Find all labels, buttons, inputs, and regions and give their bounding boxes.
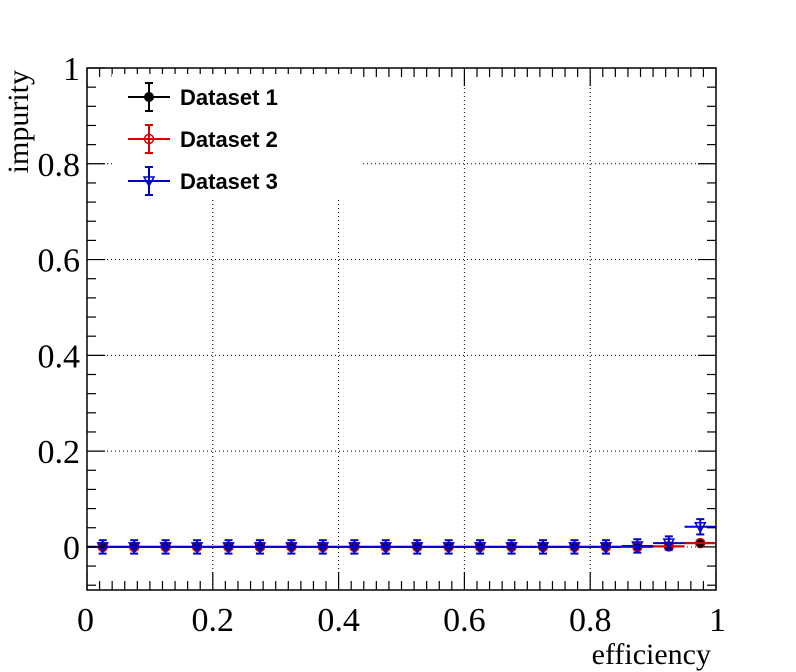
y-tick-label: 0.6 xyxy=(38,243,81,280)
y-axis-title: impurity xyxy=(2,70,35,173)
legend-entry: Dataset 2 xyxy=(128,124,278,154)
point-marker xyxy=(599,542,613,554)
y-tick-label: 0 xyxy=(63,530,80,567)
data-point xyxy=(401,539,433,555)
point-marker xyxy=(410,542,424,554)
point-marker xyxy=(631,541,644,553)
data-point xyxy=(432,539,465,555)
legend-label: Dataset 3 xyxy=(180,169,278,194)
x-tick-label: 1 xyxy=(709,602,726,639)
data-point xyxy=(684,537,716,549)
point-marker xyxy=(316,542,330,554)
x-axis-title: efficiency xyxy=(592,638,711,671)
data-point xyxy=(244,539,276,555)
point-marker xyxy=(348,542,361,554)
point-marker xyxy=(253,542,267,554)
data-point xyxy=(307,539,339,555)
series-3 xyxy=(87,518,716,555)
x-tick-label: 0.8 xyxy=(569,602,612,639)
data-point xyxy=(684,518,716,536)
legend-marker xyxy=(143,133,155,145)
data-point xyxy=(527,539,559,555)
y-tick-label: 0.2 xyxy=(38,434,81,471)
y-tick-labels: 0 0.2 0.4 0.6 0.8 1 xyxy=(38,51,81,567)
legend: Dataset 1 Dataset 2 Dataset 3 xyxy=(112,74,360,200)
data-series xyxy=(87,518,716,555)
x-tick-label: 0 xyxy=(77,602,94,639)
point-marker xyxy=(190,542,204,554)
legend-entry: Dataset 1 xyxy=(128,82,278,112)
data-point xyxy=(212,539,245,555)
legend-marker xyxy=(144,92,154,102)
point-marker xyxy=(159,542,172,554)
x-tick-label: 0.2 xyxy=(192,602,235,639)
data-point xyxy=(495,539,528,555)
x-tick-label: 0.6 xyxy=(443,602,486,639)
data-point xyxy=(118,539,150,555)
x-tick-label: 0.4 xyxy=(317,602,360,639)
data-point xyxy=(275,539,308,555)
data-point xyxy=(558,539,591,555)
data-point xyxy=(149,539,182,555)
point-marker xyxy=(694,522,707,534)
y-tick-label: 0.4 xyxy=(38,338,81,375)
point-marker xyxy=(568,542,581,554)
point-marker xyxy=(505,542,518,554)
point-marker xyxy=(127,542,141,554)
point-marker xyxy=(695,537,706,549)
axis-ticks xyxy=(86,67,717,590)
point-marker xyxy=(662,538,676,550)
point-marker xyxy=(442,542,455,554)
point-marker xyxy=(473,542,487,554)
data-point xyxy=(590,539,622,555)
point-marker xyxy=(285,542,298,554)
x-tick-labels: 0 0.2 0.4 0.6 0.8 1 xyxy=(77,602,726,639)
data-point xyxy=(653,535,685,551)
data-point xyxy=(464,539,496,555)
data-point xyxy=(370,539,402,555)
legend-entry: Dataset 3 xyxy=(128,166,278,196)
legend-marker xyxy=(142,176,156,188)
y-tick-label: 0.8 xyxy=(38,147,81,184)
point-marker xyxy=(536,542,550,554)
data-point xyxy=(181,539,213,555)
point-marker xyxy=(379,542,393,554)
y-tick-label: 1 xyxy=(63,51,80,88)
legend-label: Dataset 2 xyxy=(180,127,278,152)
legend-label: Dataset 1 xyxy=(180,85,278,110)
data-point xyxy=(338,539,371,555)
data-point xyxy=(621,538,654,554)
point-marker xyxy=(222,542,235,554)
